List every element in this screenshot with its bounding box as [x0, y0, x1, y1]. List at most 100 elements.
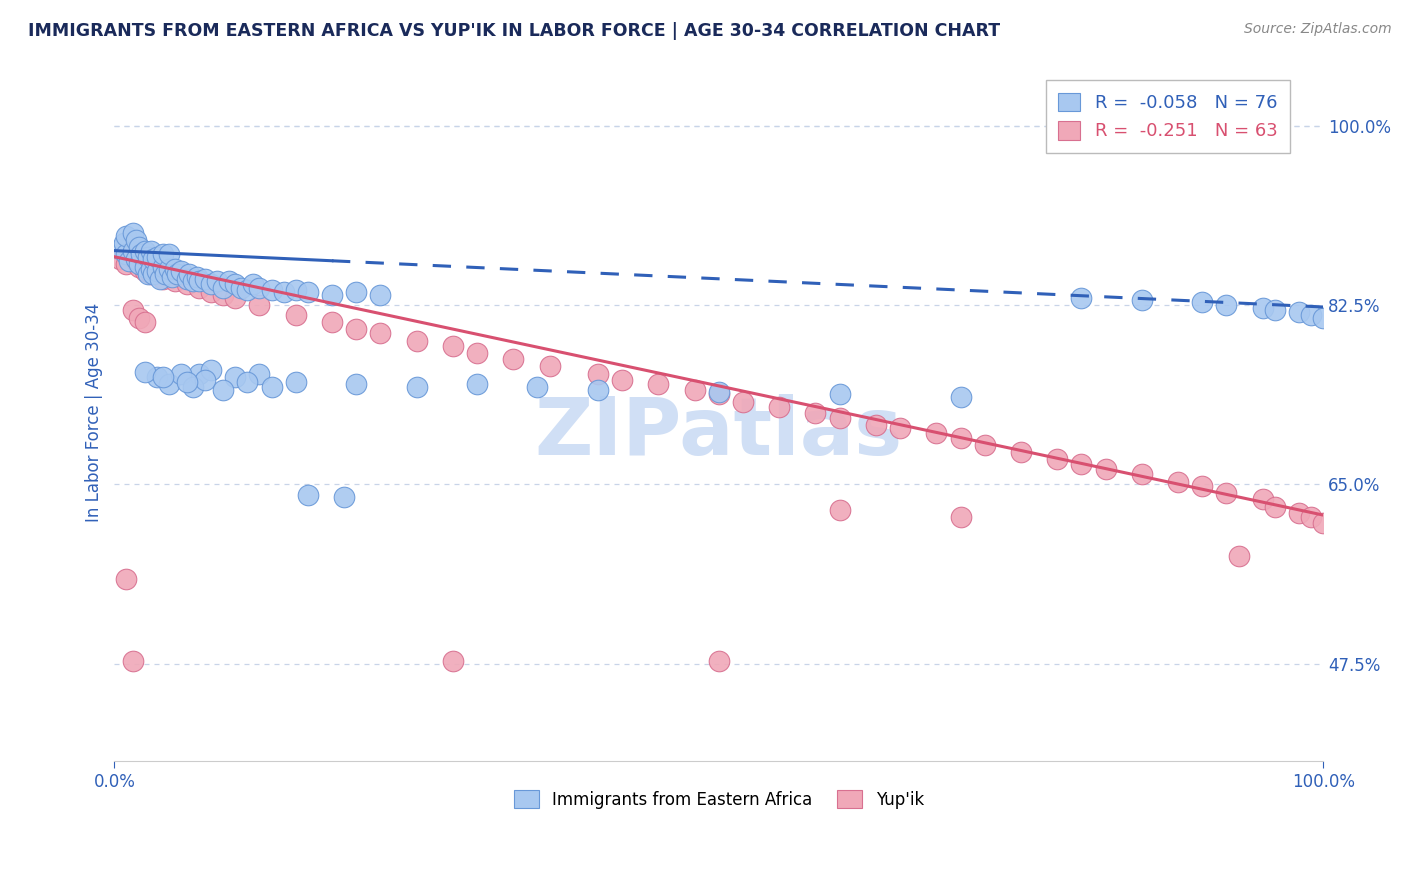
Point [828, 410, 851, 425]
Point [128, 311, 150, 326]
Point [1288, 506, 1310, 520]
Point [205, 274, 228, 288]
Point [586, 367, 609, 381]
Point [212, 287, 235, 301]
Point [112, 236, 135, 251]
Point [465, 376, 488, 391]
Point [284, 308, 307, 322]
Point [115, 229, 138, 244]
Point [152, 260, 174, 274]
Point [188, 367, 211, 381]
Point [212, 280, 235, 294]
Point [157, 376, 180, 391]
Point [405, 334, 427, 348]
Point [683, 383, 706, 397]
Point [273, 285, 295, 299]
Point [145, 264, 167, 278]
Point [949, 510, 972, 524]
Point [128, 257, 150, 271]
Point [344, 321, 367, 335]
Point [157, 264, 180, 278]
Point [152, 369, 174, 384]
Point [370, 287, 392, 301]
Point [152, 246, 174, 260]
Point [1312, 311, 1334, 326]
Point [200, 277, 222, 292]
Point [134, 315, 156, 329]
Point [1215, 298, 1237, 312]
Text: Source: ZipAtlas.com: Source: ZipAtlas.com [1244, 22, 1392, 37]
Point [502, 352, 524, 367]
Point [249, 367, 271, 381]
Point [125, 252, 148, 266]
Point [297, 487, 319, 501]
Point [1167, 475, 1189, 490]
Point [441, 654, 464, 668]
Point [333, 490, 356, 504]
Point [925, 426, 948, 441]
Point [136, 257, 159, 271]
Point [610, 373, 633, 387]
Point [194, 272, 217, 286]
Point [949, 431, 972, 445]
Point [121, 246, 143, 260]
Point [157, 246, 180, 260]
Point [236, 283, 259, 297]
Y-axis label: In Labor Force | Age 30-34: In Labor Force | Age 30-34 [86, 303, 103, 522]
Point [152, 272, 174, 286]
Point [224, 291, 246, 305]
Point [139, 267, 162, 281]
Point [162, 270, 184, 285]
Point [163, 274, 186, 288]
Point [153, 267, 176, 281]
Point [1191, 294, 1213, 309]
Point [125, 253, 148, 268]
Text: IMMIGRANTS FROM EASTERN AFRICA VS YUP'IK IN LABOR FORCE | AGE 30-34 CORRELATION : IMMIGRANTS FROM EASTERN AFRICA VS YUP'IK… [28, 22, 1000, 40]
Point [136, 267, 159, 281]
Point [121, 654, 143, 668]
Point [157, 262, 180, 277]
Point [260, 380, 283, 394]
Point [170, 270, 193, 285]
Point [260, 283, 283, 297]
Point [134, 264, 156, 278]
Point [370, 326, 392, 340]
Point [139, 244, 162, 258]
Point [1227, 549, 1250, 563]
Legend: Immigrants from Eastern Africa, Yup'ik: Immigrants from Eastern Africa, Yup'ik [508, 783, 931, 815]
Point [707, 654, 730, 668]
Point [284, 375, 307, 389]
Point [121, 244, 143, 258]
Point [181, 274, 204, 288]
Point [128, 239, 150, 253]
Point [1130, 467, 1153, 481]
Point [128, 260, 150, 274]
Point [145, 267, 167, 281]
Point [1046, 451, 1069, 466]
Point [110, 242, 132, 256]
Point [176, 375, 198, 389]
Point [149, 272, 172, 286]
Point [249, 298, 271, 312]
Point [179, 267, 201, 281]
Point [224, 369, 246, 384]
Point [125, 233, 148, 247]
Point [145, 369, 167, 384]
Point [647, 376, 669, 391]
Point [586, 383, 609, 397]
Point [538, 359, 561, 374]
Point [707, 385, 730, 400]
Point [1130, 293, 1153, 307]
Point [134, 365, 156, 379]
Point [828, 503, 851, 517]
Point [170, 367, 193, 381]
Point [145, 250, 167, 264]
Point [1264, 303, 1286, 318]
Point [163, 262, 186, 277]
Point [1215, 485, 1237, 500]
Point [118, 253, 141, 268]
Point [249, 280, 271, 294]
Point [1312, 516, 1334, 531]
Point [344, 285, 367, 299]
Point [804, 406, 827, 420]
